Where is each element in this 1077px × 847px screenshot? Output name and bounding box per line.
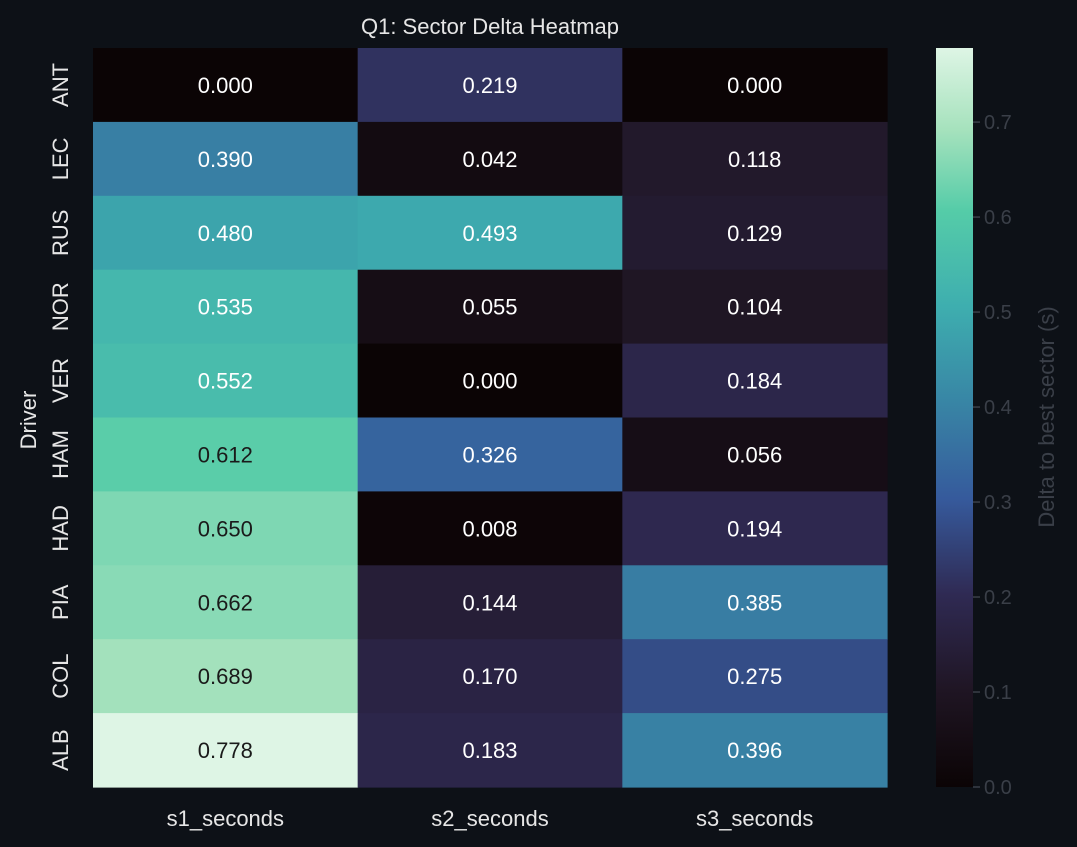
- row-tick-label: RUS: [48, 210, 73, 256]
- cell-value-label: 0.118: [728, 147, 781, 172]
- row-tick-label: HAD: [48, 505, 73, 551]
- cell-value-label: 0.183: [462, 738, 517, 763]
- cell-value-label: 0.385: [727, 590, 782, 615]
- cell-value-label: 0.493: [462, 221, 517, 246]
- heatmap-cells: 0.000 0.219 0.000 0.390 0.042 0.118 0.480 0.493…: [93, 48, 888, 788]
- row-tick-label: PIA: [48, 584, 73, 620]
- colorbar-tick-label: 0.0: [984, 777, 1012, 799]
- cell-value-label: 0.689: [198, 664, 253, 689]
- colorbar-ticks: 0.0 0.1 0.2 0.3 0.4 0.5 0.6 0.7: [973, 112, 1012, 799]
- heatmap-cell: [622, 713, 888, 788]
- heatmap-cell: [622, 195, 888, 271]
- heatmap-cell: [357, 417, 623, 492]
- heatmap-cell: [622, 639, 888, 714]
- cell-value-label: 0.056: [727, 442, 782, 467]
- heatmap-cell: [93, 269, 359, 345]
- cell-value-label: 0.184: [727, 369, 782, 394]
- heatmap-cell: [622, 491, 888, 566]
- y-axis-label: Driver: [16, 391, 41, 450]
- cell-value-label: 0.129: [727, 221, 782, 246]
- cell-value-label: 0.008: [462, 516, 517, 541]
- column-tick-label: s1_seconds: [167, 806, 284, 831]
- row-tick-label: LEC: [48, 137, 73, 180]
- cell-value-label: 0.552: [198, 369, 253, 394]
- column-tick-label: s3_seconds: [696, 806, 813, 831]
- heatmap-cell: [622, 48, 888, 123]
- heatmap-cell: [622, 343, 888, 419]
- cell-value-label: 0.480: [198, 221, 253, 246]
- heatmap-cell: [93, 713, 359, 788]
- heatmap-cell: [357, 713, 623, 788]
- heatmap-cell: [622, 565, 888, 640]
- row-tick-label: NOR: [48, 282, 73, 331]
- colorbar-label: Delta to best sector (s): [1034, 306, 1059, 527]
- cell-value-label: 0.042: [462, 147, 517, 172]
- cell-value-label: 0.650: [198, 516, 253, 541]
- heatmap-cell: [93, 343, 359, 419]
- heatmap-cell: [357, 565, 623, 640]
- heatmap-cell: [357, 491, 623, 566]
- heatmap-cell: [93, 491, 359, 566]
- heatmap-cell: [93, 417, 359, 492]
- cell-value-label: 0.326: [462, 442, 517, 467]
- cell-value-label: 0.144: [462, 590, 517, 615]
- colorbar-tick-label: 0.1: [984, 682, 1012, 704]
- heatmap-cell: [93, 639, 359, 714]
- chart-title: Q1: Sector Delta Heatmap: [361, 14, 619, 39]
- row-tick-labels: ANT LEC RUS NOR VER HAM HAD PIA COL ALB: [48, 63, 73, 771]
- row-tick-label: ANT: [48, 63, 73, 107]
- cell-value-label: 0.275: [727, 664, 782, 689]
- cell-value-label: 0.390: [198, 147, 253, 172]
- colorbar: 0.0 0.1 0.2 0.3 0.4 0.5 0.6 0.7 Delta to best s…: [936, 48, 1059, 799]
- cell-value-label: 0.219: [462, 73, 517, 98]
- colorbar-tick-label: 0.7: [984, 112, 1012, 134]
- colorbar-gradient: [936, 48, 973, 787]
- colorbar-tick-label: 0.6: [984, 207, 1012, 229]
- heatmap-cell: [357, 121, 623, 197]
- colorbar-tick-label: 0.3: [984, 492, 1012, 514]
- cell-value-label: 0.170: [462, 664, 517, 689]
- colorbar-tick-label: 0.5: [984, 302, 1012, 324]
- heatmap-cell: [357, 343, 623, 419]
- colorbar-tick-label: 0.2: [984, 587, 1012, 609]
- heatmap-cell: [357, 195, 623, 271]
- column-tick-label: s2_seconds: [431, 806, 548, 831]
- row-tick-label: ALB: [48, 729, 73, 771]
- heatmap-cell: [622, 417, 888, 492]
- heatmap-cell: [93, 121, 359, 197]
- cell-value-label: 0.000: [198, 73, 253, 98]
- cell-value-label: 0.104: [727, 295, 782, 320]
- heatmap-cell: [357, 269, 623, 345]
- heatmap-cell: [357, 48, 623, 123]
- cell-value-label: 0.194: [727, 516, 782, 541]
- column-tick-labels: s1_seconds s2_seconds s3_seconds: [167, 806, 814, 831]
- row-tick-label: HAM: [48, 430, 73, 479]
- heatmap-cell: [622, 269, 888, 345]
- heatmap-cell: [93, 565, 359, 640]
- cell-value-label: 0.000: [727, 73, 782, 98]
- cell-value-label: 0.662: [198, 590, 253, 615]
- heatmap-cell: [622, 121, 888, 197]
- cell-value-label: 0.055: [462, 295, 517, 320]
- cell-value-label: 0.535: [198, 295, 253, 320]
- heatmap-cell: [93, 195, 359, 271]
- colorbar-tick-label: 0.4: [984, 397, 1012, 419]
- heatmap-cell: [357, 639, 623, 714]
- row-tick-label: VER: [48, 358, 73, 403]
- cell-value-label: 0.396: [727, 738, 782, 763]
- cell-value-label: 0.000: [462, 369, 517, 394]
- row-tick-label: COL: [48, 654, 73, 699]
- heatmap-cell: [93, 48, 359, 123]
- cell-value-label: 0.778: [198, 738, 253, 763]
- cell-value-label: 0.612: [198, 442, 253, 467]
